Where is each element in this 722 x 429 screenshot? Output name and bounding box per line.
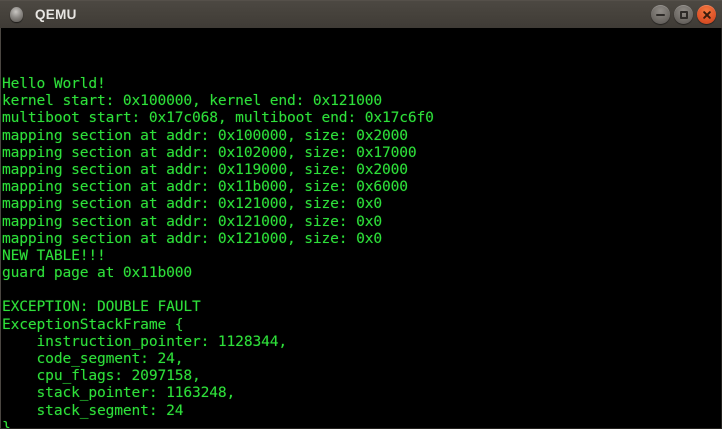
console-line: mapping section at addr: 0x102000, size:… <box>2 143 417 161</box>
close-button[interactable] <box>697 5 716 24</box>
console-line: code_segment: 24, <box>2 350 184 367</box>
console-line: NEW TABLE!!! <box>2 246 106 264</box>
console-line: Hello World! <box>2 75 106 92</box>
console-output: Hello World! kernel start: 0x100000, kern… <box>1 75 721 428</box>
maximize-icon <box>679 10 688 19</box>
console-line: kernel start: 0x100000, kernel end: 0x12… <box>2 92 382 110</box>
console-line: mapping section at addr: 0x100000, size:… <box>2 126 408 144</box>
close-icon <box>702 10 712 20</box>
console-line: mapping section at addr: 0x11b000, size:… <box>2 178 408 196</box>
console-line: multiboot start: 0x17c068, multiboot end… <box>2 109 434 127</box>
console-line: stack_pointer: 1163248, <box>2 384 236 402</box>
qemu-app-icon <box>10 7 23 22</box>
console-line: cpu_flags: 2097158, <box>2 367 201 385</box>
console-line: } <box>2 418 11 429</box>
window-controls <box>651 5 716 24</box>
window-title: QEMU <box>35 7 77 22</box>
console-line: ExceptionStackFrame { <box>2 315 184 333</box>
console-line: EXCEPTION: DOUBLE FAULT <box>2 298 201 316</box>
window-titlebar[interactable]: QEMU <box>0 0 722 28</box>
console-line: mapping section at addr: 0x121000, size:… <box>2 212 382 230</box>
minimize-icon <box>656 13 665 16</box>
console-line: mapping section at addr: 0x119000, size:… <box>2 160 408 178</box>
maximize-button[interactable] <box>674 5 693 24</box>
console-line: guard page at 0x11b000 <box>2 264 192 282</box>
minimize-button[interactable] <box>651 5 670 24</box>
console-line: stack_segment: 24 <box>2 401 184 419</box>
console-line: instruction_pointer: 1128344, <box>2 332 288 350</box>
console-line: mapping section at addr: 0x121000, size:… <box>2 195 382 213</box>
console-line: mapping section at addr: 0x121000, size:… <box>2 229 382 247</box>
titlebar-left-group: QEMU <box>10 7 77 22</box>
console-line <box>2 281 721 298</box>
qemu-display-frame[interactable]: Hello World! kernel start: 0x100000, kern… <box>0 28 722 429</box>
